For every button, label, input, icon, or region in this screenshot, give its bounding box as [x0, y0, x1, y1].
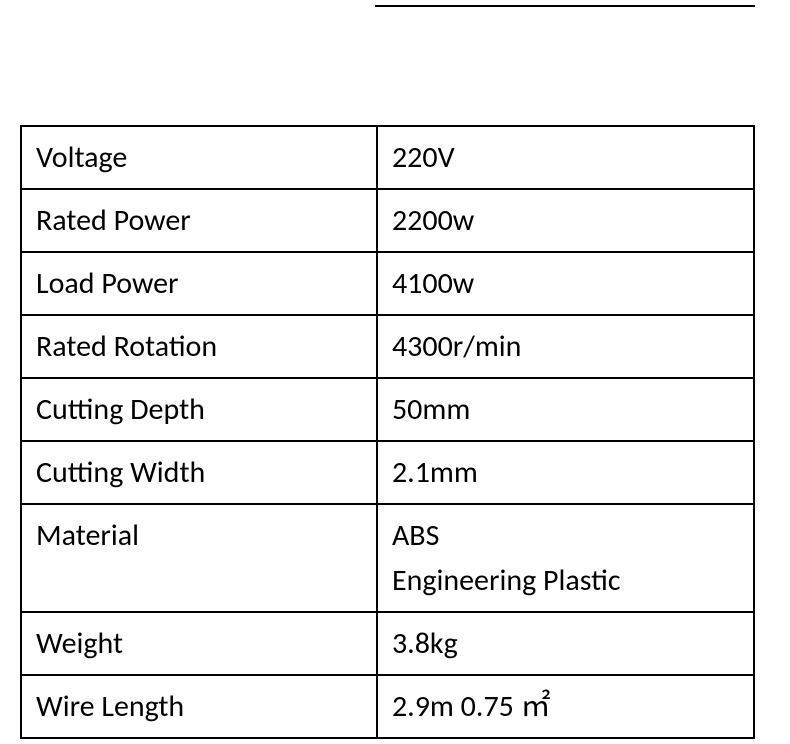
spec-value: ABSEngineering Plastic — [377, 504, 754, 612]
spec-label: Load Power — [21, 252, 377, 315]
spec-label: Rated Rotation — [21, 315, 377, 378]
spec-value: 4100w — [377, 252, 754, 315]
table-row: Cutting Depth 50mm — [21, 378, 754, 441]
spec-value: 220V — [377, 126, 754, 189]
spec-value: 2.9m 0.75 ㎡ — [377, 675, 754, 738]
spec-label: Cutting Width — [21, 441, 377, 504]
spec-value: 3.8kg — [377, 612, 754, 675]
spec-value: 50mm — [377, 378, 754, 441]
spec-value: 2200w — [377, 189, 754, 252]
spec-label: Weight — [21, 612, 377, 675]
specifications-tbody: Voltage 220V Rated Power 2200w Load Powe… — [21, 126, 754, 738]
table-row: Voltage 220V — [21, 126, 754, 189]
spec-label: Voltage — [21, 126, 377, 189]
table-row: Weight 3.8kg — [21, 612, 754, 675]
table-row: Material ABSEngineering Plastic — [21, 504, 754, 612]
spec-label: Cutting Depth — [21, 378, 377, 441]
spec-label: Wire Length — [21, 675, 377, 738]
spec-label: Rated Power — [21, 189, 377, 252]
table-row: Rated Rotation 4300r/min — [21, 315, 754, 378]
top-horizontal-rule — [375, 5, 755, 7]
spec-value: 4300r/min — [377, 315, 754, 378]
spec-label: Material — [21, 504, 377, 612]
table-row: Wire Length 2.9m 0.75 ㎡ — [21, 675, 754, 738]
table-row: Load Power 4100w — [21, 252, 754, 315]
specifications-table: Voltage 220V Rated Power 2200w Load Powe… — [20, 125, 755, 739]
table-row: Cutting Width 2.1mm — [21, 441, 754, 504]
table-row: Rated Power 2200w — [21, 189, 754, 252]
spec-value: 2.1mm — [377, 441, 754, 504]
